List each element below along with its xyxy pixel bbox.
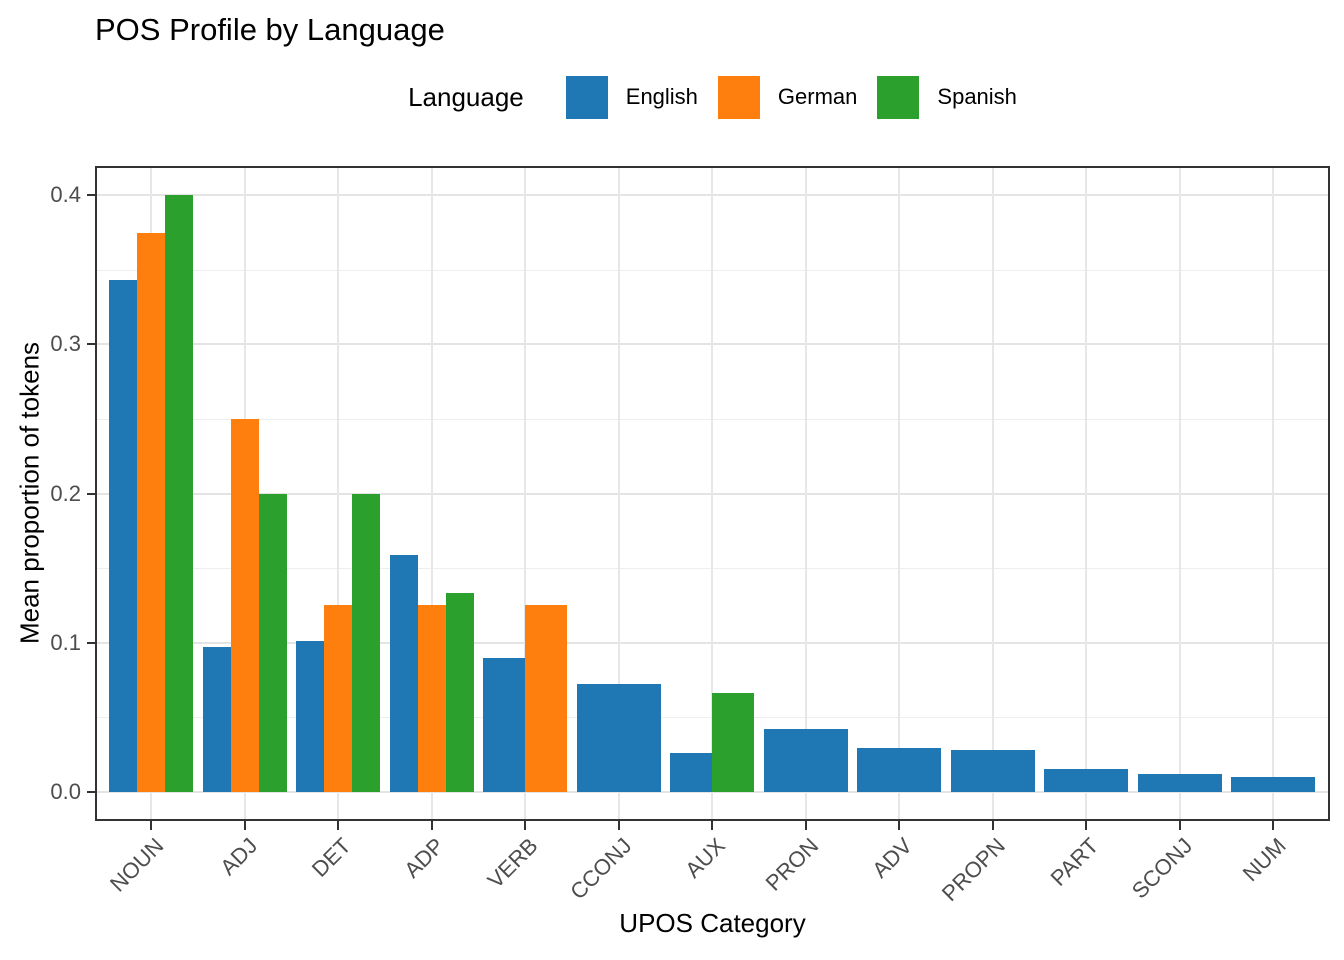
x-tick-label-text-CCONJ: CCONJ: [565, 833, 637, 905]
gridline-x-AUX: [711, 166, 714, 821]
bar-ADJ-Spanish: [258, 493, 287, 792]
x-tick-label-text-ADP: ADP: [399, 833, 450, 883]
y-tick-label-0: 0.0: [50, 778, 81, 804]
gridline-x-VERB: [524, 166, 527, 821]
x-tick-label-text-NUM: NUM: [1237, 833, 1291, 887]
y-tick-label-0.2: 0.2: [50, 480, 81, 506]
x-tick-NUM: [1272, 821, 1275, 830]
legend-item-German: German: [717, 75, 858, 119]
bar-VERB-German: [525, 605, 568, 792]
bar-VERB-English: [483, 657, 526, 792]
bar-ADJ-German: [230, 418, 259, 792]
legend-title: Language: [408, 81, 524, 112]
y-tick-0: [87, 790, 95, 793]
x-tick-label-text-ADJ: ADJ: [215, 833, 263, 881]
bar-PROPN-English: [950, 749, 1035, 792]
legend: Language English German Spanish: [95, 72, 1330, 122]
x-tick-PROPN: [991, 821, 994, 830]
legend-label-Spanish: Spanish: [937, 84, 1017, 109]
x-tick-label-text-NOUN: NOUN: [105, 833, 169, 897]
legend-swatch-Spanish: [877, 75, 920, 119]
x-tick-label-text-VERB: VERB: [482, 833, 543, 894]
gridline-x-SCONJ: [1178, 166, 1181, 821]
x-tick-label-text-DET: DET: [306, 833, 356, 882]
y-tick-0.3: [87, 343, 95, 346]
gridline-x-DET: [337, 166, 340, 821]
gridline-x-ADV: [898, 166, 901, 821]
bar-NUM-English: [1231, 776, 1316, 792]
bar-ADP-German: [417, 605, 446, 792]
y-tick-0.2: [87, 492, 95, 495]
bar-CCONJ-English: [576, 684, 661, 792]
gridline-x-CCONJ: [617, 166, 620, 821]
legend-label-German: German: [777, 84, 858, 109]
y-tick-0.4: [87, 194, 95, 197]
gridline-x-PROPN: [991, 166, 994, 821]
x-tick-label-text-PROPN: PROPN: [937, 833, 1011, 907]
y-tick-0.1: [87, 641, 95, 644]
bar-PRON-English: [763, 729, 848, 792]
x-tick-ADJ: [243, 821, 246, 830]
x-tick-ADP: [430, 821, 433, 830]
bar-ADP-English: [389, 554, 418, 792]
y-tick-label-0.1: 0.1: [50, 629, 81, 655]
bar-ADJ-English: [202, 647, 231, 792]
bar-DET-English: [296, 641, 325, 792]
x-axis-title: UPOS Category: [619, 908, 806, 938]
bar-NOUN-English: [109, 280, 138, 792]
x-tick-NOUN: [150, 821, 153, 830]
x-tick-AUX: [711, 821, 714, 830]
legend-item-Spanish: Spanish: [877, 75, 1017, 119]
x-tick-SCONJ: [1178, 821, 1181, 830]
x-tick-label-text-PART: PART: [1046, 833, 1104, 891]
y-tick-label-0.4: 0.4: [50, 182, 81, 208]
bar-SCONJ-English: [1137, 773, 1222, 792]
gridline-x-ADP: [430, 166, 433, 821]
x-tick-PRON: [804, 821, 807, 830]
bar-AUX-English: [670, 752, 713, 792]
bar-PART-English: [1044, 769, 1129, 792]
gridline-x-PRON: [804, 166, 807, 821]
legend-item-English: English: [565, 75, 698, 119]
legend-label-English: English: [625, 84, 698, 109]
gridline-x-PART: [1085, 166, 1088, 821]
bar-NOUN-Spanish: [165, 195, 194, 792]
bar-DET-Spanish: [352, 493, 381, 792]
x-tick-label-text-PRON: PRON: [760, 833, 824, 896]
bar-NOUN-German: [137, 232, 166, 792]
x-tick-ADV: [898, 821, 901, 830]
x-tick-DET: [337, 821, 340, 830]
y-tick-label-0.3: 0.3: [50, 331, 81, 357]
bar-AUX-Spanish: [712, 693, 755, 792]
bar-ADP-Spanish: [445, 593, 474, 792]
x-tick-CCONJ: [617, 821, 620, 830]
gridline-x-NUM: [1272, 166, 1275, 821]
chart-title: POS Profile by Language: [95, 12, 445, 47]
plot-panel: [95, 166, 1330, 821]
legend-swatch-English: [565, 75, 608, 119]
x-tick-label-text-SCONJ: SCONJ: [1126, 833, 1198, 904]
x-tick-PART: [1085, 821, 1088, 830]
legend-swatch-German: [717, 75, 760, 119]
bar-DET-German: [324, 605, 353, 792]
x-tick-label-text-AUX: AUX: [680, 833, 730, 883]
x-tick-label-text-ADV: ADV: [867, 833, 917, 883]
x-tick-VERB: [524, 821, 527, 830]
bar-ADV-English: [857, 748, 942, 792]
